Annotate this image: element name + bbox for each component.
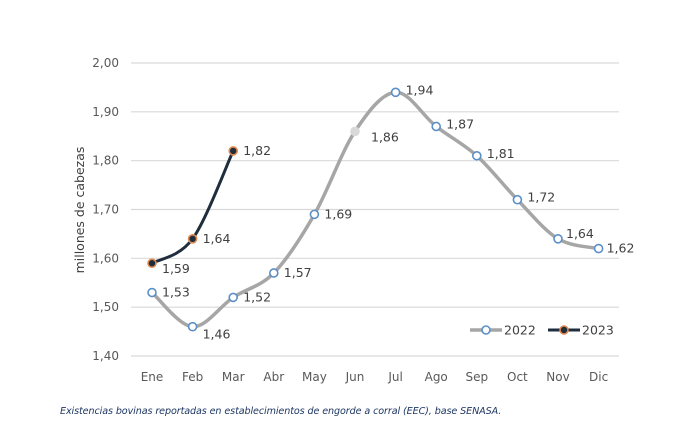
- y-tick-label: 1,60: [92, 251, 119, 265]
- x-tick-label: Dic: [589, 370, 608, 384]
- x-tick-label: Feb: [182, 370, 203, 384]
- data-point: [147, 287, 157, 298]
- data-point: [512, 194, 523, 205]
- data-label: 1,72: [527, 190, 555, 205]
- data-point: [147, 258, 157, 269]
- y-tick-label: 1,80: [92, 154, 119, 168]
- y-tick-label: 2,00: [92, 56, 119, 70]
- x-tick-label: Ene: [141, 370, 164, 384]
- y-tick-label: 1,70: [92, 203, 119, 217]
- x-tick-label: May: [302, 370, 327, 384]
- x-tick-label: Ago: [425, 370, 448, 384]
- y-tick-label: 1,90: [92, 105, 119, 119]
- series-line-2023: [150, 149, 235, 265]
- line-chart: 1,40 1,50 1,60 1,70 1,80 1,90 2,00 Ene Feb Mar Ab…: [72, 56, 634, 384]
- legend-swatch-marker: [559, 325, 569, 335]
- x-tick-label: Mar: [222, 370, 245, 384]
- data-point: [431, 121, 442, 132]
- data-point: [228, 146, 238, 156]
- data-point: [553, 234, 563, 244]
- x-tick-label: Jun: [345, 370, 365, 384]
- legend-label: 2022: [504, 323, 536, 338]
- data-point: [350, 126, 360, 137]
- data-point: [390, 87, 401, 98]
- series-group: [147, 87, 604, 332]
- data-point: [309, 209, 320, 220]
- data-label: 1,82: [243, 143, 271, 158]
- data-label: 1,53: [162, 285, 190, 300]
- y-tick-label: 1,40: [92, 349, 119, 363]
- y-axis-ticks: 1,40 1,50 1,60 1,70 1,80 1,90 2,00: [92, 56, 119, 363]
- data-point: [471, 150, 482, 161]
- x-tick-label: Jul: [387, 370, 402, 384]
- data-label: 1,87: [446, 116, 474, 131]
- data-point: [228, 292, 238, 303]
- series-2023: [147, 146, 238, 269]
- data-point: [268, 268, 279, 278]
- x-axis-ticks: Ene Feb Mar Abr May Jun Jul Ago Sep Oct Nov Dic: [141, 370, 608, 384]
- legend-label: 2023: [582, 323, 614, 338]
- x-tick-label: Oct: [507, 370, 528, 384]
- legend-item-2022: 2022: [470, 323, 536, 338]
- data-point: [187, 321, 198, 332]
- data-label: 1,64: [566, 226, 594, 241]
- data-label: 1,86: [371, 129, 399, 144]
- y-tick-label: 1,50: [92, 300, 119, 314]
- data-label: 1,69: [324, 206, 352, 221]
- data-label: 1,81: [487, 146, 515, 161]
- x-tick-label: Nov: [546, 370, 569, 384]
- data-label: 1,64: [203, 231, 231, 246]
- gridlines: [131, 62, 619, 357]
- legend-item-2023: 2023: [548, 323, 614, 338]
- data-label: 1,52: [243, 289, 271, 304]
- data-point: [187, 234, 198, 244]
- data-label: 1,94: [406, 82, 434, 97]
- y-axis-title: millones de cabezas: [72, 147, 87, 274]
- data-label: 1,59: [162, 261, 190, 276]
- series-2022: [147, 87, 604, 332]
- data-label: 1,46: [203, 327, 231, 342]
- chart-caption: Existencias bovinas reportadas en establ…: [60, 406, 502, 417]
- x-tick-label: Abr: [263, 370, 284, 384]
- data-labels: 1,53 1,46 1,52 1,57 1,69 1,86 1,94 1,87 1,81 1,72…: [162, 82, 634, 341]
- x-tick-label: Sep: [465, 370, 488, 384]
- legend: 2022 2023: [470, 323, 614, 338]
- data-point: [593, 243, 604, 254]
- legend-swatch-marker: [481, 325, 491, 335]
- data-label: 1,62: [607, 241, 635, 256]
- data-label: 1,57: [284, 265, 312, 280]
